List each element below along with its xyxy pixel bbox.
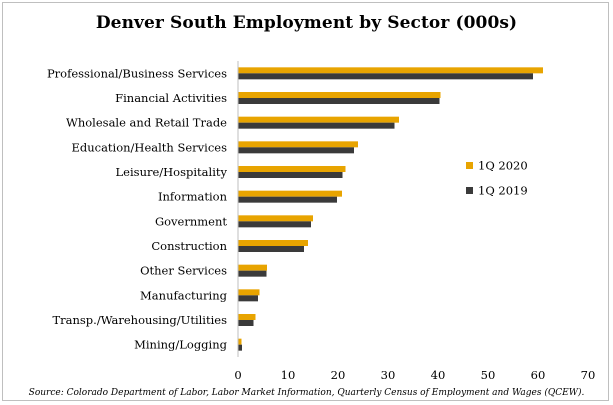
category-label: Government [155, 214, 227, 228]
x-tick-label: 0 [234, 368, 241, 382]
bar-1q-2019 [238, 320, 254, 326]
x-tick-label: 50 [481, 368, 496, 382]
category-label: Wholesale and Retail Trade [66, 116, 227, 130]
category-label: Manufacturing [140, 288, 228, 302]
legend-label: 1Q 2020 [478, 159, 528, 173]
bar-1q-2020 [238, 240, 308, 246]
bar-1q-2020 [238, 116, 399, 123]
bar-1q-2019 [238, 73, 533, 80]
bar-1q-2020 [238, 289, 260, 296]
bar-1q-2020 [238, 338, 242, 345]
source-note: Source: Colorado Department of Labor, La… [28, 388, 585, 398]
bar-1q-2019 [238, 344, 242, 351]
bar-1q-2020 [238, 92, 441, 98]
bar-1q-2019 [238, 172, 343, 178]
x-tick-label: 10 [281, 368, 296, 382]
bar-1q-2019 [238, 98, 440, 104]
legend-swatch [466, 187, 473, 194]
category-label: Education/Health Services [71, 140, 227, 154]
bar-1q-2020 [238, 190, 342, 197]
bar-1q-2019 [238, 295, 258, 302]
category-label: Transp./Warehousing/Utilities [52, 313, 227, 327]
legend-label: 1Q 2019 [478, 184, 528, 198]
category-label: Financial Activities [115, 91, 227, 105]
category-label: Professional/Business Services [47, 66, 227, 80]
bar-1q-2020 [238, 215, 313, 222]
bar-1q-2019 [238, 122, 395, 129]
bar-1q-2020 [238, 314, 256, 320]
legend-swatch [466, 162, 473, 169]
bar-1q-2019 [238, 147, 354, 154]
bar-1q-2019 [238, 246, 304, 252]
bar-1q-2019 [238, 196, 337, 203]
category-label: Mining/Logging [134, 338, 228, 352]
category-label: Other Services [140, 264, 227, 278]
category-label: Leisure/Hospitality [116, 165, 228, 179]
x-tick-label: 40 [431, 368, 446, 382]
bar-1q-2020 [238, 67, 543, 74]
bar-1q-2019 [238, 270, 267, 277]
category-label: Construction [151, 239, 227, 253]
x-tick-label: 30 [381, 368, 396, 382]
bar-1q-2019 [238, 221, 311, 228]
bar-1q-2020 [238, 264, 267, 271]
category-label: Information [158, 190, 228, 204]
bar-1q-2020 [238, 141, 358, 148]
x-tick-label: 20 [331, 368, 346, 382]
x-tick-label: 60 [531, 368, 546, 382]
x-tick-label: 70 [581, 368, 596, 382]
chart-title: Denver South Employment by Sector (000s) [95, 13, 518, 33]
bar-1q-2020 [238, 166, 346, 172]
